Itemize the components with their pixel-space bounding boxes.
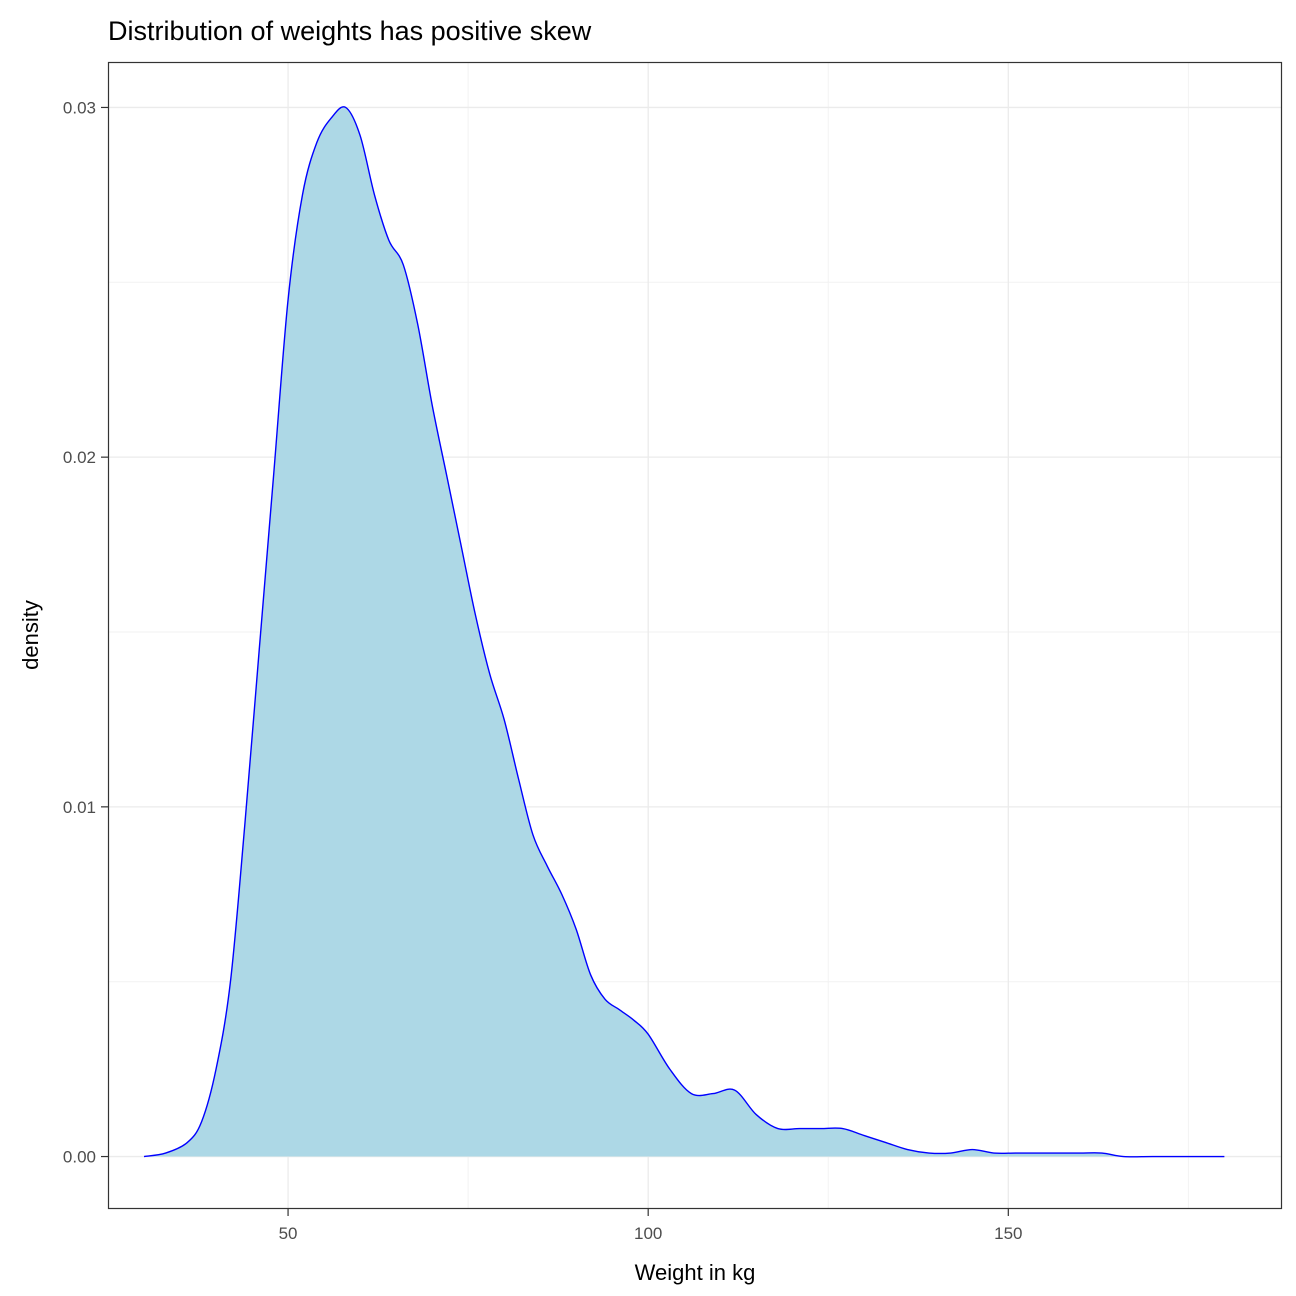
y-tick-label: 0.03	[63, 98, 96, 117]
y-axis-title: density	[18, 600, 43, 670]
chart-title: Distribution of weights has positive ske…	[108, 16, 592, 46]
x-axis-title: Weight in kg	[635, 1260, 756, 1285]
y-tick-label: 0.02	[63, 448, 96, 467]
x-tick-label: 50	[279, 1224, 298, 1243]
density-line	[143, 106, 1225, 1158]
x-tick-label: 100	[634, 1224, 662, 1243]
y-tick-label: 0.00	[63, 1148, 96, 1167]
panel-border	[107, 61, 1283, 1210]
x-axis: 50 100 150	[279, 1209, 1022, 1243]
x-tick-label: 150	[994, 1224, 1022, 1243]
plot-panel	[107, 61, 1283, 1210]
density-area	[144, 106, 1225, 1157]
y-axis: 0.00 0.01 0.02 0.03	[63, 98, 108, 1167]
y-tick-label: 0.01	[63, 798, 96, 817]
